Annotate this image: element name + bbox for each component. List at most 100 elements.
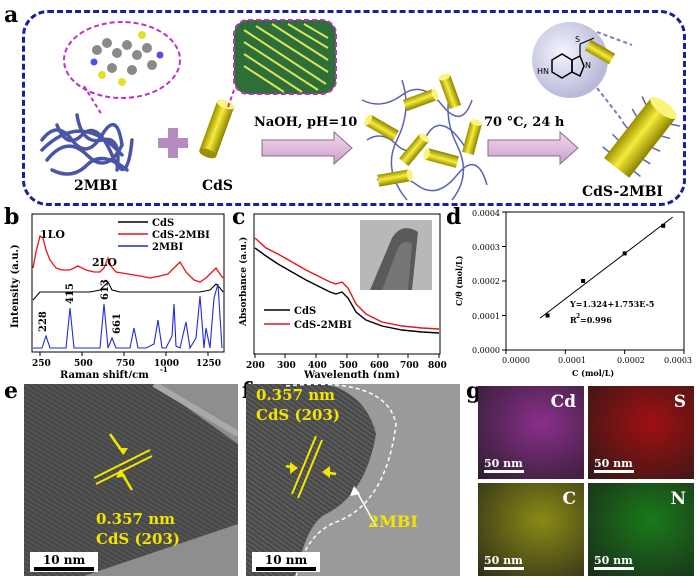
absorbance-chart: 200 300 400 500 600 700 800 Wavelength (… [238, 213, 447, 378]
d-ytick-3: 0.0003 [472, 243, 500, 252]
d-xtick-0: 0.0000 [502, 356, 530, 365]
abs-legend-1: CdS-2MBI [294, 320, 352, 331]
arrow1-label: NaOH, pH=10 [254, 115, 357, 130]
arrow2-label: 70 °C, 24 h [484, 115, 565, 130]
d-data-point [545, 313, 550, 318]
abs-xtick-0: 200 [246, 361, 265, 371]
abs-legend [264, 309, 290, 325]
d-fit-equation: Y=1.324+1.753E-5 [569, 299, 654, 309]
tem-f-spacing: 0.357 nm [256, 386, 335, 404]
eds-n-scalebar: 50 nm [594, 554, 634, 570]
d-xtick-3: 0.0003 [664, 356, 692, 365]
abs-xtick-3: 500 [339, 361, 358, 371]
abs-xlabel: Wavelength (nm) [303, 370, 400, 378]
panel-label-e: e [4, 378, 18, 404]
raman-series-cds-2mbi [32, 234, 224, 283]
raman-xlabel: Raman shift/cm [60, 370, 149, 378]
d-r2-sup: 2 [576, 313, 580, 320]
raman-xtick-2: 750 [116, 359, 135, 369]
d-ytick-0: 0.0000 [472, 346, 500, 355]
d-r2-label: R [570, 315, 577, 325]
d-ylabel: C/θ (mol/L) [454, 255, 464, 306]
d-data-point [581, 279, 586, 283]
eds-s-scale-label: 50 nm [594, 457, 633, 470]
eds-s-scalebar: 50 nm [594, 457, 634, 473]
d-xtick-2: 0.0002 [617, 356, 645, 365]
raman-legend-2: 2MBI [152, 242, 183, 253]
tem-e-plane: CdS (203) [96, 530, 180, 548]
peak-661: 661 [112, 313, 123, 334]
absorbance-series-cds [254, 247, 440, 334]
d-ytick-1: 0.0001 [472, 312, 500, 321]
absorbance-series-cds-2mbi [254, 237, 440, 330]
raman-chart: 250 500 750 1000 1250 Raman shift/cm -1 … [10, 213, 225, 378]
peak-1lo: 1LO [40, 228, 65, 241]
tem-e-scale-label: 10 nm [42, 553, 86, 567]
raman-xtick-0: 250 [32, 359, 51, 369]
molecule-n-label: N [585, 61, 591, 70]
eds-c-scale-label: 50 nm [484, 554, 523, 567]
label-product: CdS-2MBI [582, 184, 663, 200]
attached-molecule-bubble [532, 22, 633, 121]
eds-map-s: S 50 nm [588, 386, 694, 479]
lattice-inset [226, 19, 337, 111]
raman-legend-0: CdS [152, 218, 174, 229]
tem-image-e: 0.357 nm CdS (203) 10 nm [24, 384, 238, 576]
molecule-zoom-circle [63, 21, 181, 99]
d-fit-line [539, 216, 673, 319]
raman-series-2mbi [33, 283, 223, 350]
abs-xtick-2: 400 [308, 361, 327, 371]
langmuir-chart: 0.0000 0.0001 0.0002 0.0003 0.0000 0.000… [454, 209, 692, 378]
eds-map-grid: Cd 50 nm S 50 nm C 50 nm N 50 nm [478, 386, 694, 576]
eds-map-cd: Cd 50 nm [478, 386, 584, 479]
plus-icon [158, 128, 188, 158]
d-r2-value: =0.996 [580, 315, 612, 325]
eds-cd-scalebar: 50 nm [484, 457, 524, 473]
reaction-arrow-2 [487, 130, 579, 166]
d-xtick-1: 0.0001 [558, 356, 586, 365]
d-xlabel: C (mol/L) [572, 368, 614, 378]
eds-c-scalebar: 50 nm [484, 554, 524, 570]
eds-map-c: C 50 nm [478, 483, 584, 576]
absorbance-tem-inset [360, 220, 432, 290]
peak-415: 415 [65, 283, 76, 304]
abs-xtick-6: 800 [428, 361, 447, 371]
molecule-nh-label: HN [537, 67, 549, 76]
d-ytick-2: 0.0002 [472, 277, 500, 286]
raman-xlabel-sup: -1 [160, 365, 168, 374]
tem-image-f: 0.357 nm CdS (203) 2MBI 10 nm [246, 384, 460, 576]
molecule-s-label: S [575, 35, 580, 44]
abs-xtick-4: 600 [370, 361, 389, 371]
raman-xtick-4: 1250 [196, 359, 221, 369]
product-rod [602, 96, 680, 178]
langmuir-plot-area [505, 211, 685, 351]
eds-s-label: S [673, 392, 686, 412]
molecule-structure [90, 31, 164, 86]
raman-legend-1: CdS-2MBI [152, 230, 210, 241]
panel-label-d: d [446, 204, 462, 230]
panel-label-a: a [4, 2, 19, 28]
panel-label-g: g [466, 378, 482, 404]
reaction-arrow-1 [261, 130, 353, 166]
abs-ylabel: Absorbance (a.u.) [238, 237, 249, 327]
eds-n-scale-label: 50 nm [594, 554, 633, 567]
eds-cd-label: Cd [550, 392, 576, 412]
dispersed-rods [364, 73, 482, 187]
label-cds: CdS [202, 178, 233, 194]
schematic-frame [22, 10, 686, 206]
abs-legend-0: CdS [294, 306, 316, 317]
tem-e-scalebar: 10 nm [30, 552, 98, 572]
panel-label-c: c [232, 204, 246, 230]
eds-n-label: N [670, 489, 686, 509]
peak-613: 613 [100, 279, 111, 300]
tem-e-spacing: 0.357 nm [96, 510, 175, 528]
tem-f-scalebar: 10 nm [252, 552, 320, 572]
label-2mbi: 2MBI [74, 178, 118, 194]
abs-xtick-1: 300 [277, 361, 296, 371]
eds-c-label: C [562, 489, 576, 509]
panel-label-b: b [4, 204, 20, 230]
raman-series-cds [32, 281, 224, 301]
2mbi-strands [40, 113, 134, 176]
tem-f-plane: CdS (203) [256, 406, 340, 424]
schematic-svg: 2MBI CdS NaOH, pH=10 [40, 19, 680, 201]
